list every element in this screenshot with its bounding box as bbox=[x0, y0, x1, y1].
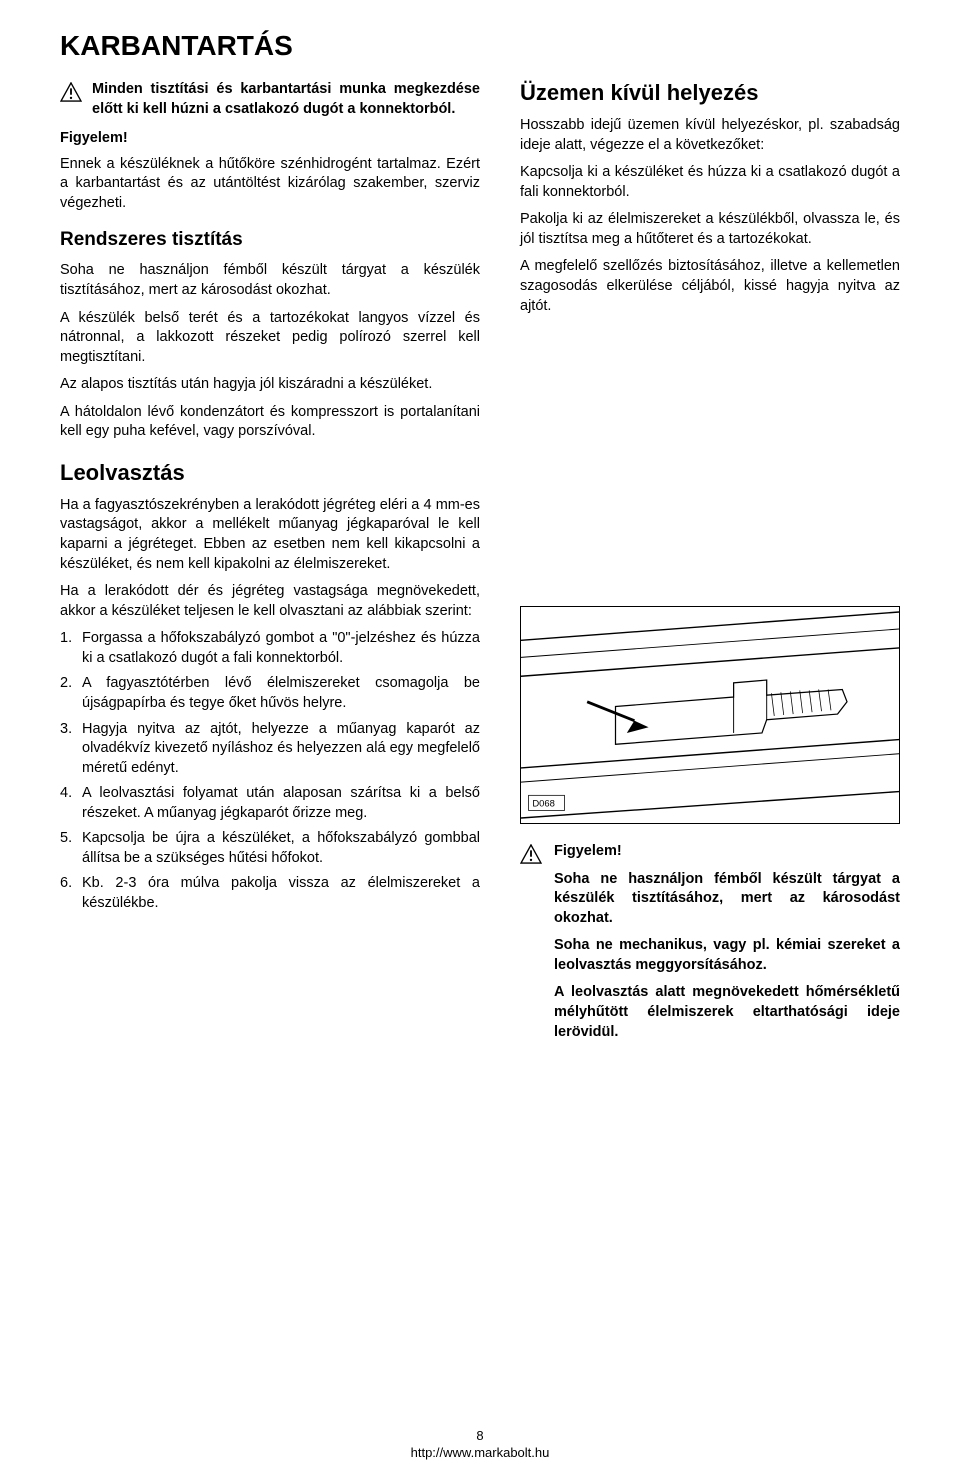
two-column-layout: Minden tisztítási és karbantartási munka… bbox=[60, 80, 900, 1050]
warning-bottom-text: Figyelem! Soha ne használjon fémből kész… bbox=[554, 842, 900, 1050]
refrigerant-paragraph: Ennek a készüléknek a hűtőköre szénhidro… bbox=[60, 155, 480, 214]
warning-triangle-icon bbox=[520, 844, 542, 864]
cleaning-p2: A készülék belső terét és a tartozékokat… bbox=[60, 309, 480, 368]
regular-cleaning-heading: Rendszeres tisztítás bbox=[60, 229, 480, 251]
page-footer: 8 http://www.markabolt.hu bbox=[0, 1428, 960, 1462]
defrost-p1: Ha a fagyasztószekrényben a lerakódott j… bbox=[60, 496, 480, 574]
defrost-step: A fagyasztótérben lévő élelmiszereket cs… bbox=[60, 674, 480, 713]
attention-label-left: Figyelem! bbox=[60, 129, 480, 149]
out-p1: Hosszabb idejű üzemen kívül helyezéskor,… bbox=[520, 116, 900, 155]
out-p4: A megfelelő szellőzés biztosításához, il… bbox=[520, 257, 900, 316]
attention-label-right: Figyelem! bbox=[554, 842, 900, 862]
page-title: KARBANTARTÁS bbox=[60, 30, 900, 62]
warn-bottom-p3: A leolvasztás alatt megnövekedett hőmérs… bbox=[554, 983, 900, 1042]
warn-bottom-p1: Soha ne használjon fémből készült tárgya… bbox=[554, 870, 900, 929]
right-column: Üzemen kívül helyezés Hosszabb idejű üze… bbox=[520, 80, 900, 1050]
cleaning-p1: Soha ne használjon fémből készült tárgya… bbox=[60, 261, 480, 300]
out-of-service-heading: Üzemen kívül helyezés bbox=[520, 80, 900, 106]
left-column: Minden tisztítási és karbantartási munka… bbox=[60, 80, 480, 1050]
defrost-step-list: Forgassa a hőfokszabályzó gombot a "0"-j… bbox=[60, 629, 480, 913]
cleaning-p3: Az alapos tisztítás után hagyja jól kisz… bbox=[60, 375, 480, 395]
warning-triangle-icon bbox=[60, 82, 82, 102]
defrosting-heading: Leolvasztás bbox=[60, 460, 480, 486]
diagram-label: D068 bbox=[532, 799, 555, 810]
scraper-diagram: D068 bbox=[520, 606, 900, 824]
warning-bottom-block: Figyelem! Soha ne használjon fémből kész… bbox=[520, 842, 900, 1050]
defrost-p2: Ha a lerakódott dér és jégréteg vastagsá… bbox=[60, 582, 480, 621]
defrost-step: Hagyja nyitva az ajtót, helyezze a műany… bbox=[60, 720, 480, 779]
defrost-step: A leolvasztási folyamat után alaposan sz… bbox=[60, 784, 480, 823]
defrost-step: Forgassa a hőfokszabályzó gombot a "0"-j… bbox=[60, 629, 480, 668]
out-p2: Kapcsolja ki a készüléket és húzza ki a … bbox=[520, 163, 900, 202]
footer-url: http://www.markabolt.hu bbox=[0, 1445, 960, 1462]
warning-top-text: Minden tisztítási és karbantartási munka… bbox=[92, 80, 480, 119]
warning-top-row: Minden tisztítási és karbantartási munka… bbox=[60, 80, 480, 119]
scraper-diagram-svg: D068 bbox=[521, 607, 899, 823]
cleaning-p4: A hátoldalon lévő kondenzátort és kompre… bbox=[60, 403, 480, 442]
out-p3: Pakolja ki az élelmiszereket a készülékb… bbox=[520, 210, 900, 249]
defrost-step: Kb. 2-3 óra múlva pakolja vissza az élel… bbox=[60, 874, 480, 913]
warn-bottom-p2: Soha ne mechanikus, vagy pl. kémiai szer… bbox=[554, 936, 900, 975]
page-number: 8 bbox=[0, 1428, 960, 1445]
defrost-step: Kapcsolja be újra a készüléket, a hőfoks… bbox=[60, 829, 480, 868]
